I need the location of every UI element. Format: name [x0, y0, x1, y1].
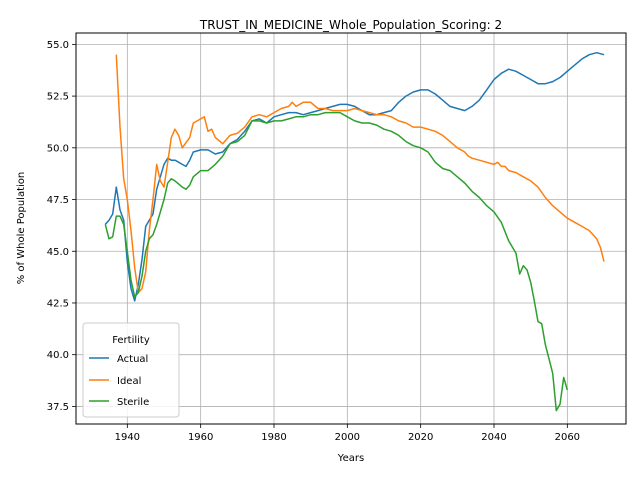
x-tick-label: 1940 — [115, 432, 140, 443]
legend: Fertility Actual Ideal Sterile — [82, 322, 180, 418]
legend-label-ideal: Ideal — [117, 376, 141, 387]
legend-label-actual: Actual — [117, 354, 148, 365]
x-tick-label: 2060 — [555, 432, 580, 443]
legend-box — [82, 322, 180, 418]
y-tick-label: 37.5 — [47, 402, 69, 413]
series-line-actual — [104, 51, 605, 302]
y-tick-label: 47.5 — [47, 195, 69, 206]
legend-label-sterile: Sterile — [117, 397, 149, 408]
series-group — [104, 51, 605, 412]
x-axis-ticks: 1940 1960 1980 2000 2020 2040 2060 — [115, 424, 580, 443]
series-line-ideal — [115, 54, 605, 294]
plot-area-frame — [75, 32, 627, 425]
y-axis-ticks: 37.5 40.0 42.5 45.0 47.5 50.0 52.5 55.0 — [47, 40, 76, 413]
legend-title: Fertility — [112, 335, 150, 346]
x-axis-label: Years — [337, 453, 364, 464]
series-line-sterile — [104, 111, 569, 412]
y-axis-label: % of Whole Population — [16, 172, 27, 285]
x-tick-label: 2000 — [335, 432, 360, 443]
x-tick-label: 1960 — [188, 432, 213, 443]
chart-title: TRUST_IN_MEDICINE_Whole_Population_Scori… — [199, 18, 502, 32]
y-tick-label: 52.5 — [47, 92, 69, 103]
y-tick-label: 42.5 — [47, 298, 69, 309]
y-tick-label: 45.0 — [47, 247, 69, 258]
y-tick-label: 50.0 — [47, 143, 69, 154]
y-tick-label: 40.0 — [47, 350, 69, 361]
x-tick-label: 2020 — [408, 432, 433, 443]
x-tick-label: 1980 — [261, 432, 286, 443]
y-tick-label: 55.0 — [47, 40, 69, 51]
x-tick-label: 2040 — [481, 432, 506, 443]
